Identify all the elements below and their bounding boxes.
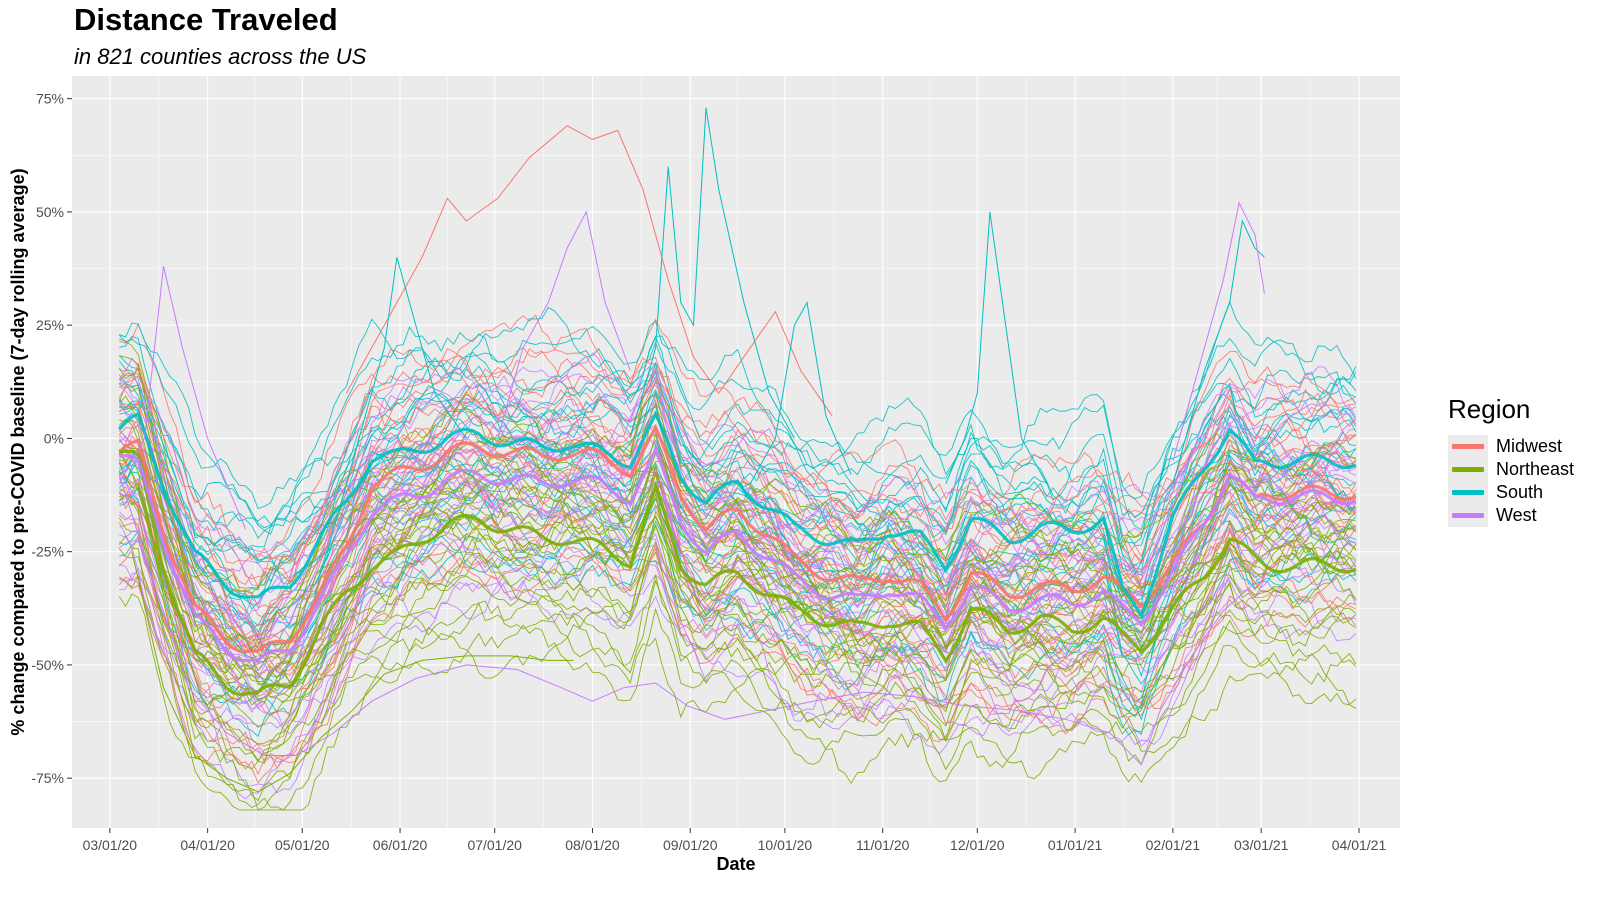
x-tick-label: 09/01/20 — [663, 837, 718, 853]
legend-key — [1448, 481, 1488, 504]
legend-label: Midwest — [1496, 436, 1563, 456]
y-tick-label: -25% — [31, 544, 64, 560]
series-line-west — [118, 352, 1357, 565]
y-tick-label: 0% — [44, 430, 64, 446]
outlier-line-west — [497, 210, 631, 439]
series-line-south — [118, 320, 1357, 510]
x-tick-label: 03/01/20 — [83, 837, 138, 853]
legend-title: Region — [1448, 394, 1531, 424]
y-axis: -75% -50% -25% 0% 25% 50% 75% — [31, 91, 72, 786]
series-line-west — [118, 372, 1356, 626]
y-tick-label: 75% — [36, 91, 64, 107]
series-line-west — [118, 411, 1356, 653]
series-line-midwest — [119, 314, 1357, 580]
outlier-line-west — [118, 266, 246, 530]
y-tick-label: 50% — [36, 204, 64, 220]
x-tick-label: 01/01/21 — [1048, 837, 1103, 853]
series-line-west — [119, 468, 1356, 693]
series-line-northeast — [119, 459, 1357, 698]
series-line-west — [119, 506, 1357, 735]
legend-item-south: South — [1448, 481, 1574, 504]
outlier-line-south — [1172, 219, 1265, 484]
series-line-midwest — [119, 348, 1356, 618]
outlier-line-south — [629, 107, 795, 439]
series-line-northeast — [119, 470, 1357, 745]
series-line-west — [119, 507, 1357, 728]
x-tick-label: 10/01/20 — [758, 837, 813, 853]
series-core-northeast — [119, 449, 1357, 697]
series-core-west — [119, 446, 1357, 663]
x-tick-label: 11/01/20 — [856, 837, 910, 853]
series-core-midwest — [118, 423, 1357, 654]
outlier-line-south — [945, 211, 1048, 484]
outlier-line-south — [295, 257, 467, 575]
series-line-west — [119, 544, 1357, 763]
series-line-northeast — [118, 367, 1357, 653]
legend-label: Northeast — [1496, 459, 1575, 479]
x-tick-label: 04/01/21 — [1332, 837, 1387, 853]
series-line-midwest — [118, 348, 1356, 565]
series-line-northeast — [118, 384, 1357, 680]
y-tick-label: -50% — [31, 657, 64, 673]
x-tick-label: 05/01/20 — [275, 837, 330, 853]
x-axis-title: Date — [716, 854, 755, 874]
series-line-midwest — [118, 406, 1356, 628]
outlier-line-west — [1172, 201, 1265, 462]
legend-items: Midwest Northeast South West — [1448, 435, 1574, 527]
series-line-west — [119, 385, 1357, 585]
series-line-northeast — [118, 443, 1356, 695]
series-line-northeast — [119, 419, 1357, 704]
x-tick-label: 12/01/20 — [950, 837, 1005, 853]
series-line-south — [119, 520, 1357, 738]
series-core-south — [118, 410, 1357, 619]
legend-key — [1448, 504, 1488, 527]
x-axis: 03/01/20 04/01/20 05/01/20 06/01/20 07/01/20… — [83, 828, 1387, 853]
x-tick-label: 04/01/20 — [180, 837, 235, 853]
series-line-west — [118, 366, 1357, 586]
y-tick-label: 25% — [36, 317, 64, 333]
series-line-south — [119, 300, 1357, 535]
legend-key — [1448, 458, 1488, 481]
series-line-south — [118, 336, 1356, 572]
series-line-midwest — [118, 546, 1357, 776]
series-line-west — [118, 522, 1357, 743]
x-tick-label: 06/01/20 — [373, 837, 428, 853]
y-axis-title: % change compared to pre-COVID baseline … — [8, 168, 28, 735]
legend: Region Midwest Northeast South West — [1448, 394, 1574, 527]
series-line-northeast — [118, 462, 1357, 685]
series-line-northeast — [119, 494, 1357, 770]
legend-label: South — [1496, 482, 1544, 502]
legend-key — [1448, 435, 1488, 458]
legend-label: West — [1496, 505, 1537, 525]
chart-title: Distance Traveled — [74, 2, 338, 37]
series-line-northeast — [118, 548, 1357, 802]
series-line-midwest — [119, 327, 1357, 566]
x-tick-label: 08/01/20 — [565, 837, 620, 853]
x-tick-label: 02/01/21 — [1146, 837, 1201, 853]
series-line-northeast — [119, 338, 1356, 589]
outlier-line-south — [749, 301, 852, 484]
x-tick-label: 07/01/20 — [467, 837, 522, 853]
y-tick-label: -75% — [31, 770, 64, 786]
chart-subtitle: in 821 counties across the US — [74, 44, 367, 69]
series-lines — [118, 107, 1357, 811]
outlier-line-northeast — [131, 551, 574, 793]
series-line-south — [119, 348, 1357, 529]
series-line-northeast — [119, 495, 1357, 764]
outlier-line-west — [118, 474, 1265, 766]
x-tick-label: 03/01/21 — [1234, 837, 1289, 853]
legend-item-west: West — [1448, 504, 1574, 527]
series-line-northeast — [118, 517, 1357, 762]
series-line-south — [119, 439, 1356, 639]
series-line-northeast — [119, 575, 1357, 811]
legend-item-midwest: Midwest — [1448, 435, 1574, 458]
legend-item-northeast: Northeast — [1448, 458, 1574, 481]
series-line-northeast — [118, 593, 1357, 811]
series-line-northeast — [119, 488, 1357, 728]
